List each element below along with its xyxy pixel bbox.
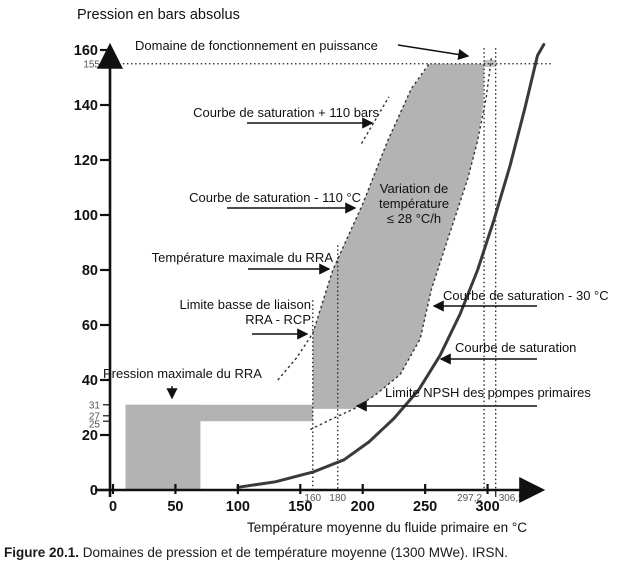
chart-plot-area: 0 50 100 150 200 250 3000204060801001201401601… xyxy=(74,43,553,515)
y-minor-label-25: 25 xyxy=(89,419,101,430)
pressure-temperature-chart: Pression en bars absolus 0 50 100 150 200 250… xyxy=(74,7,609,535)
x-tick-label-250: 250 xyxy=(413,499,437,515)
label-limite-basse-line1: Limite basse de liaison xyxy=(179,297,311,312)
figure-caption: Figure 20.1. Domaines de pression et de … xyxy=(0,542,635,560)
region-power-operation-segment xyxy=(484,59,496,67)
label-temperature-max-rra: Température maximale du RRA xyxy=(152,250,334,265)
y-minor-label-155: 155 xyxy=(83,59,100,70)
x-minor-label-306,5: 306,5 xyxy=(499,493,524,504)
arrow-domaine-fonctionnement xyxy=(397,44,470,61)
series-saturation-plus-110bars xyxy=(360,96,390,144)
label-pression-max-rra: Pression maximale du RRA xyxy=(103,366,262,381)
x-minor-label-297,2: 297,2 xyxy=(457,493,482,504)
y-tick-label-160: 160 xyxy=(74,43,98,59)
region-rra-block xyxy=(125,404,201,490)
label-saturation-minus-110C: Courbe de saturation - 110 °C xyxy=(189,190,361,205)
label-saturation-minus-30C: Courbe de saturation - 30 °C xyxy=(443,288,609,303)
label-variation-line2: température xyxy=(379,196,449,211)
label-domaine-fonctionnement: Domaine de fonctionnement en puissance xyxy=(135,38,378,53)
label-courbe-saturation: Courbe de saturation xyxy=(455,340,576,355)
x-tick-label-100: 100 xyxy=(226,499,250,515)
y-tick-label-20: 20 xyxy=(82,428,98,444)
label-limite-basse-line2: RRA - RCP xyxy=(245,312,311,327)
x-minor-label-180: 180 xyxy=(329,493,346,504)
y-tick-label-40: 40 xyxy=(82,373,98,389)
y-minor-label-27: 27 xyxy=(89,411,101,422)
x-tick-label-200: 200 xyxy=(351,499,375,515)
y-tick-label-80: 80 xyxy=(82,263,98,279)
x-axis-title: Température moyenne du fluide primaire e… xyxy=(247,520,527,535)
y-tick-label-120: 120 xyxy=(74,153,98,169)
region-operating-domain xyxy=(312,63,485,409)
label-limite-npsh: Limite NPSH des pompes primaires xyxy=(385,385,591,400)
y-tick-label-60: 60 xyxy=(82,318,98,334)
x-tick-label-50: 50 xyxy=(167,499,183,515)
region-rra-pressure-band xyxy=(125,404,313,422)
x-tick-label-300: 300 xyxy=(475,499,499,515)
y-tick-label-100: 100 xyxy=(74,208,98,224)
x-minor-label-160: 160 xyxy=(304,493,321,504)
y-minor-label-31: 31 xyxy=(89,400,101,411)
figure-caption-text: Domaines de pression et de température m… xyxy=(82,545,509,560)
x-tick-label-0: 0 xyxy=(109,499,117,515)
label-variation-line3: ≤ 28 °C/h xyxy=(387,211,441,226)
series-saturation-minus-30C xyxy=(309,58,492,431)
y-tick-label-140: 140 xyxy=(74,98,98,114)
label-variation-line1: Variation de xyxy=(380,181,448,196)
figure-caption-number: Figure 20.1. xyxy=(4,545,80,560)
series-saturation-minus-110C xyxy=(277,61,431,381)
x-tick-label-150: 150 xyxy=(288,499,312,515)
y-tick-label-0: 0 xyxy=(90,483,98,499)
y-axis-title: Pression en bars absolus xyxy=(77,7,240,23)
label-saturation-plus-110bars: Courbe de saturation + 110 bars xyxy=(193,105,379,120)
